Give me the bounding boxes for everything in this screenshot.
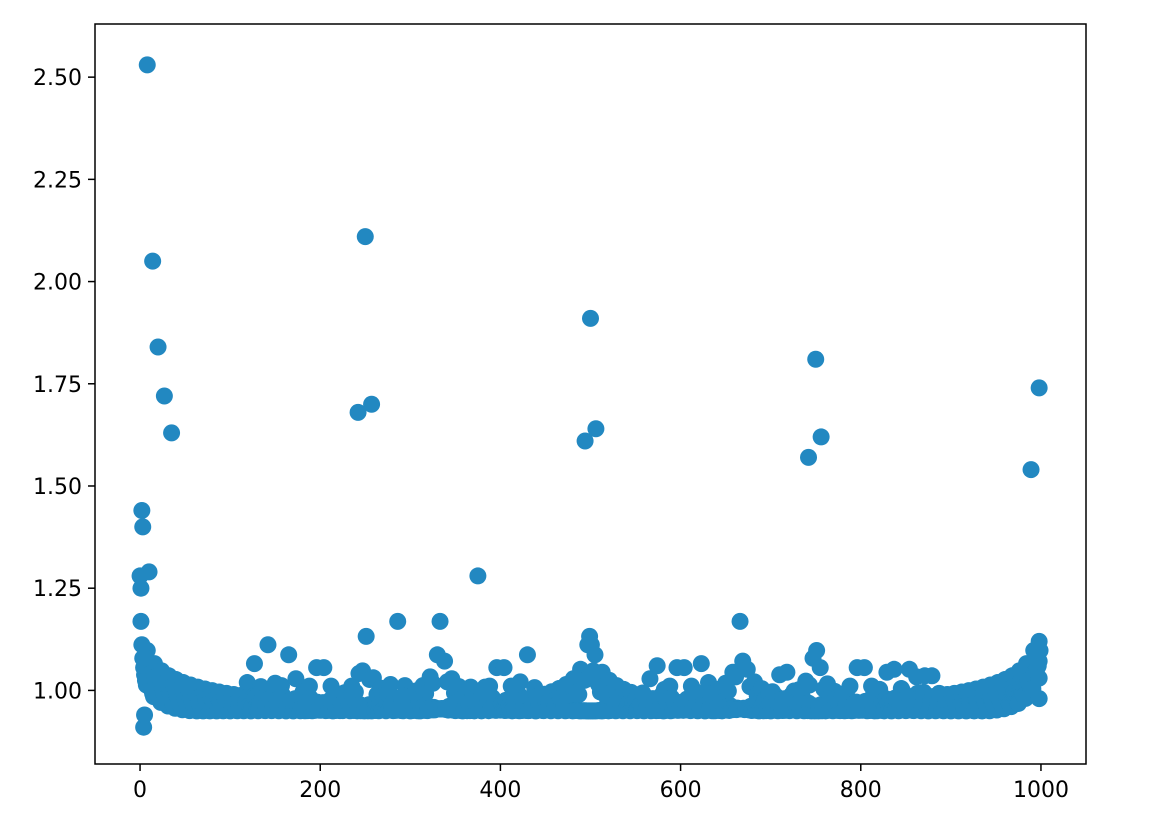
data-point — [648, 657, 666, 675]
data-point — [800, 448, 818, 466]
data-point — [923, 667, 941, 685]
data-point — [1022, 461, 1040, 479]
y-tick-label: 2.00 — [33, 271, 82, 296]
data-point — [841, 677, 859, 695]
data-point — [1030, 669, 1048, 687]
data-point — [675, 659, 693, 677]
data-point — [136, 649, 154, 667]
x-tick-label: 1000 — [1013, 778, 1069, 803]
data-point — [287, 670, 305, 688]
data-point — [885, 660, 903, 678]
data-point — [731, 612, 749, 630]
data-point — [436, 652, 454, 670]
x-tick-label: 600 — [660, 778, 702, 803]
data-point — [855, 659, 873, 677]
data-point — [245, 655, 263, 673]
data-point — [738, 660, 756, 678]
plot-frame — [94, 23, 1087, 765]
y-tick-label: 1.75 — [33, 373, 82, 398]
data-point — [431, 612, 449, 630]
data-point — [811, 659, 829, 677]
x-tick-label: 800 — [840, 778, 882, 803]
data-point — [582, 309, 599, 327]
data-point — [144, 252, 162, 270]
data-point — [132, 612, 150, 630]
y-axis-ticks: 1.00 1.25 1.50 1.75 2.00 2.25 2.50 — [33, 66, 95, 704]
data-point — [382, 675, 399, 693]
data-point — [719, 682, 737, 700]
data-point — [356, 228, 374, 246]
data-point — [800, 676, 818, 694]
data-point — [163, 424, 181, 442]
data-point — [1030, 690, 1048, 708]
data-point — [133, 502, 151, 520]
data-point — [149, 338, 167, 356]
data-point — [778, 663, 796, 681]
data-point — [357, 627, 375, 645]
data-point — [389, 612, 407, 630]
data-point — [136, 706, 154, 724]
data-point — [315, 659, 333, 677]
data-point — [349, 403, 367, 421]
data-point — [570, 686, 588, 704]
data-point — [641, 670, 659, 688]
x-tick-label: 400 — [479, 778, 521, 803]
x-tick-label: 200 — [299, 778, 341, 803]
x-tick-label: 0 — [133, 778, 147, 803]
data-point — [576, 432, 594, 450]
data-point — [692, 655, 710, 673]
data-point — [469, 567, 487, 585]
data-point — [1030, 379, 1048, 397]
data-point — [132, 579, 150, 597]
y-tick-label: 2.25 — [33, 168, 82, 193]
data-point — [587, 420, 605, 438]
data-point — [135, 718, 153, 736]
y-tick-label: 1.25 — [33, 577, 82, 602]
data-point — [586, 646, 604, 664]
data-point — [812, 428, 830, 446]
y-tick-label: 1.00 — [33, 679, 82, 704]
data-point — [424, 674, 442, 692]
data-point — [807, 350, 825, 368]
data-point — [238, 674, 256, 692]
data-point — [808, 641, 826, 659]
data-point — [1030, 632, 1048, 650]
data-point — [140, 563, 158, 581]
data-point — [155, 387, 173, 405]
x-axis-ticks: 0 200 400 600 800 1000 — [133, 764, 1069, 803]
y-tick-label: 2.50 — [33, 66, 82, 91]
data-point — [363, 395, 381, 413]
data-point — [511, 673, 529, 691]
data-point — [259, 636, 277, 654]
data-point — [518, 646, 536, 664]
data-point — [134, 518, 152, 536]
axes-layer — [94, 23, 1087, 765]
data-point — [280, 646, 298, 664]
y-tick-label: 1.50 — [33, 475, 82, 500]
data-point — [138, 56, 156, 74]
data-point — [495, 659, 513, 677]
points-layer — [131, 56, 1049, 736]
